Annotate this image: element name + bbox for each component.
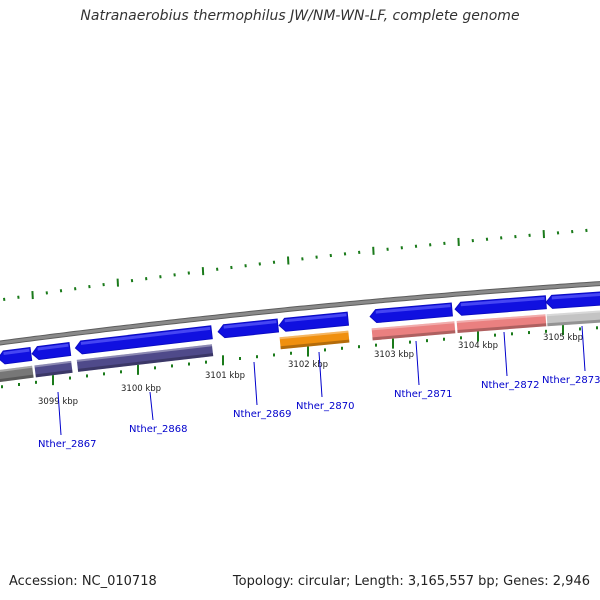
cluster-bar — [0, 365, 34, 383]
gene-label-leader — [503, 331, 508, 377]
cluster-bar-shadow — [372, 330, 456, 341]
gene-label: Nther_2870 — [296, 401, 354, 412]
gene-arrow — [369, 302, 453, 324]
gene-arrow-highlight — [3, 348, 30, 355]
cluster-bar-shadow — [547, 319, 600, 327]
gene-label-leader — [253, 361, 258, 406]
gene-arrow-highlight — [37, 343, 69, 351]
gene-label-leader — [149, 391, 154, 421]
gene-arrow-highlight — [223, 320, 277, 329]
cluster-bar-fill — [76, 344, 214, 372]
cluster-bar — [371, 321, 456, 341]
scale-label-kbp: 3104 kbp — [458, 341, 498, 351]
gene-label: Nther_2873 — [542, 375, 600, 386]
gene-label-leader — [581, 325, 586, 372]
gene-arrow — [545, 291, 600, 309]
cluster-bar-shadow — [280, 339, 350, 350]
scale-label-kbp: 3105 kbp — [543, 333, 583, 343]
scale-label-kbp: 3099 kbp — [38, 397, 78, 407]
cluster-bar — [76, 344, 214, 372]
cluster-bar-highlight — [279, 330, 349, 340]
gene-arrow — [74, 325, 213, 355]
genome-summary-text: Topology: circular; Length: 3,165,557 bp… — [232, 574, 590, 589]
gene-label-leader — [57, 391, 62, 436]
cluster-bar-highlight — [371, 321, 455, 331]
gene-label-leader — [415, 340, 420, 386]
scale-label-kbp: 3100 kbp — [121, 384, 161, 394]
cluster-bar-highlight — [546, 310, 600, 317]
scale-label-kbp: 3101 kbp — [205, 371, 245, 381]
cluster-bar — [456, 314, 547, 334]
gene-arrow-highlight — [551, 293, 600, 300]
gene-label: Nther_2868 — [129, 424, 187, 435]
scale-label-kbp: 3102 kbp — [288, 360, 328, 370]
cluster-bar-highlight — [34, 360, 72, 368]
cluster-bar-highlight — [76, 344, 213, 362]
gene-arrow — [278, 311, 350, 332]
cluster-bar-shadow — [0, 374, 34, 383]
cluster-bar-shadow — [77, 353, 214, 372]
gene-arrow — [217, 318, 280, 339]
gene-arrow-highlight — [460, 296, 545, 307]
cluster-bar-fill — [456, 314, 547, 334]
cluster-bar — [34, 360, 73, 378]
cluster-bar — [546, 310, 600, 327]
gene-arrow-highlight — [375, 304, 451, 314]
cluster-bar-fill — [34, 360, 73, 378]
gene-label: Nther_2871 — [394, 389, 452, 400]
cluster-bar-shadow — [457, 323, 547, 334]
cluster-bar-fill — [279, 330, 350, 350]
scale-label-kbp: 3103 kbp — [374, 350, 414, 360]
cluster-bar-shadow — [35, 369, 73, 378]
cluster-bar-highlight — [456, 314, 546, 324]
gene-arrow — [31, 342, 72, 361]
gene-arrow-highlight — [284, 313, 347, 323]
gene-arrow — [454, 295, 547, 316]
genome-title: Natranaerobius thermophilus JW/NM-WN-LF,… — [80, 8, 520, 24]
genome-backbone — [0, 282, 600, 345]
cluster-bar — [279, 330, 350, 350]
gene-label: Nther_2869 — [233, 409, 291, 420]
genome-backbone-shadow — [0, 281, 600, 346]
cluster-bar-fill — [371, 321, 456, 341]
gene-arrow-highlight — [80, 326, 211, 345]
accession-text: Accession: NC_010718 — [9, 574, 157, 589]
gene-label: Nther_2872 — [481, 380, 539, 391]
gene-label: Nther_2867 — [38, 439, 96, 450]
cluster-bar-highlight — [0, 365, 33, 373]
cluster-bar-fill — [546, 310, 600, 327]
gene-label-leader — [318, 351, 323, 398]
gene-arrow — [0, 346, 33, 365]
cluster-bar-fill — [0, 365, 34, 383]
